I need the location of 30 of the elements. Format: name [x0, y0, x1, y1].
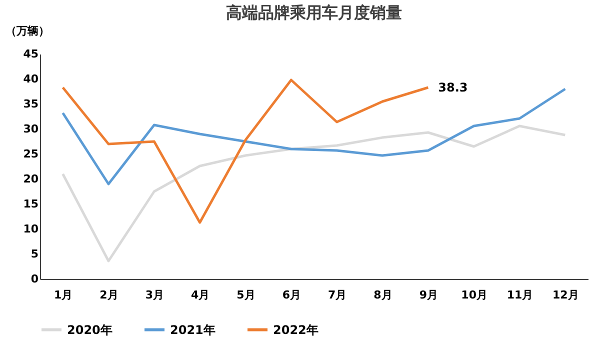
y-tick-label: 45 — [23, 48, 38, 60]
y-axis-title: （万辆） — [6, 24, 50, 38]
y-tick-label: 30 — [23, 122, 39, 136]
legend-label: 2020年 — [67, 322, 112, 337]
x-tick-label: 11月 — [506, 288, 534, 302]
x-tick-label: 12月 — [552, 288, 579, 302]
x-tick-label: 3月 — [145, 288, 164, 302]
x-tick-label: 4月 — [191, 288, 210, 302]
data-label: 38.3 — [438, 80, 468, 94]
x-tick-label: 1月 — [54, 288, 73, 302]
chart-title: 高端品牌乘用车月度销量 — [226, 3, 402, 22]
legend-label: 2022年 — [273, 322, 318, 337]
line-series — [62, 124, 566, 262]
x-tick-label: 5月 — [236, 288, 256, 302]
x-tick-label: 10月 — [461, 288, 488, 302]
x-tick-label: 7月 — [328, 288, 347, 302]
y-tick-label: 0 — [30, 272, 39, 286]
y-tick-label: 20 — [23, 172, 39, 186]
y-tick-label: 40 — [23, 72, 39, 86]
y-tick-label: 35 — [23, 98, 38, 110]
y-tick-label: 10 — [23, 222, 39, 236]
x-tick-label: 2月 — [100, 288, 118, 302]
x-tick-label: 6月 — [282, 288, 301, 302]
x-tick-label: 8月 — [374, 288, 392, 302]
y-tick-label: 25 — [23, 148, 38, 160]
y-tick-label: 5 — [30, 248, 38, 260]
line-series — [62, 78, 430, 224]
x-tick-label: 9月 — [419, 288, 438, 302]
legend-label: 2021年 — [170, 322, 216, 337]
y-tick-label: 15 — [23, 198, 38, 210]
